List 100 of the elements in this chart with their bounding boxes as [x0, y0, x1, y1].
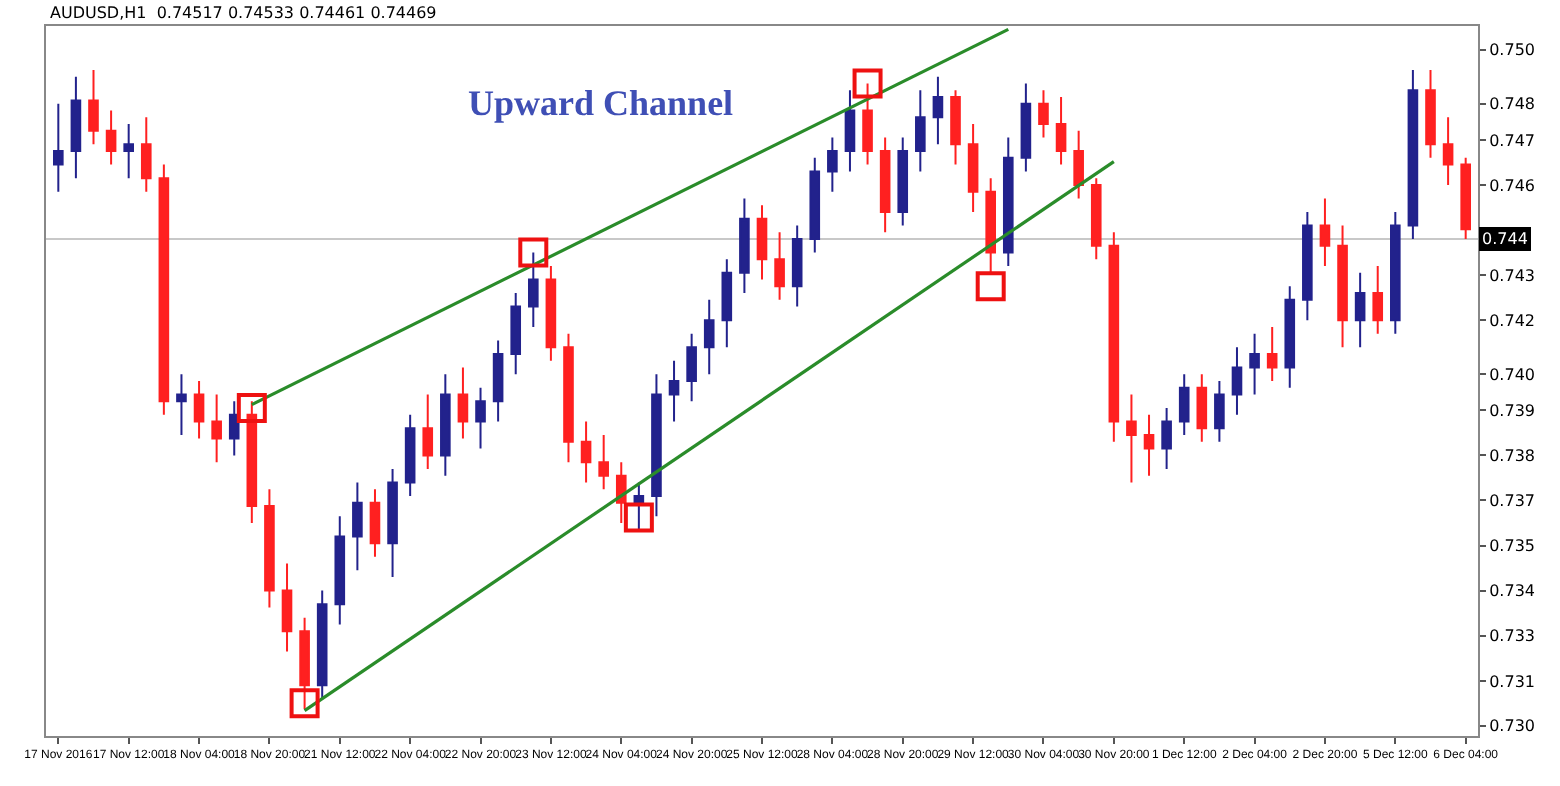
candlestick	[1108, 231, 1120, 443]
candlestick	[70, 75, 82, 180]
candlestick	[1442, 116, 1454, 186]
y-tick-label: 0.743	[1489, 266, 1536, 285]
candlestick	[1354, 271, 1366, 349]
candlestick	[123, 123, 134, 180]
ref-line-label: 0.744	[1482, 230, 1528, 248]
chart-subtitle: AUDUSD,H1 0.74517 0.74533 0.74461 0.74469	[50, 4, 437, 22]
candlestick	[1143, 413, 1155, 477]
candlestick	[53, 102, 64, 193]
candlestick	[1460, 156, 1471, 240]
candlestick	[510, 292, 522, 376]
candlestick	[369, 488, 381, 558]
point	[289, 688, 320, 719]
candlestick	[457, 366, 469, 440]
candlestick	[422, 393, 434, 470]
candlestick	[563, 332, 574, 464]
candlestick	[879, 136, 891, 234]
candlestick	[1178, 373, 1190, 437]
candlestick	[492, 339, 504, 423]
candlestick	[264, 488, 275, 609]
point	[236, 393, 267, 424]
candlestick	[1038, 89, 1049, 139]
candlestick	[774, 231, 785, 301]
y-tick-label: 0.738	[1489, 446, 1536, 465]
point	[852, 68, 883, 99]
candlestick	[915, 89, 926, 173]
candlestick	[932, 75, 944, 146]
candlestick	[316, 589, 328, 700]
candlestick	[844, 89, 856, 173]
candlestick	[967, 123, 979, 213]
y-tick-label: 0.740	[1489, 365, 1536, 384]
candlestick	[299, 616, 310, 710]
candlestick	[158, 163, 170, 416]
candlestick	[88, 68, 99, 146]
candlestick	[1319, 197, 1331, 268]
candlestick	[475, 386, 486, 450]
candlestick	[756, 204, 768, 281]
candlestick	[1055, 96, 1067, 166]
candlestick	[1090, 177, 1102, 261]
candlestick	[1020, 82, 1032, 173]
candlestick	[228, 400, 240, 457]
candlestick	[721, 258, 733, 349]
candlestick	[1407, 68, 1419, 240]
candlestick	[1390, 210, 1401, 335]
candlestick	[1337, 224, 1348, 349]
candlestick	[1161, 407, 1172, 470]
candlestick	[440, 373, 451, 477]
candlestick	[950, 89, 961, 166]
candlestick	[1284, 285, 1296, 389]
y-tick-label: 0.750	[1489, 41, 1536, 60]
candlestick	[193, 380, 205, 440]
candlestick	[334, 515, 346, 626]
candlestick	[545, 265, 557, 362]
y-tick-label: 0.739	[1489, 402, 1536, 421]
candlestick	[668, 359, 680, 423]
candlestick	[176, 373, 187, 437]
candlestick	[703, 298, 715, 376]
candlestick	[1196, 373, 1208, 443]
candlestick	[1231, 346, 1243, 416]
y-tick-label: 0.734	[1489, 582, 1536, 601]
candlestick	[105, 109, 117, 166]
candlestick	[246, 400, 258, 524]
candlestick	[580, 420, 592, 484]
y-tick-label: 0.733	[1489, 627, 1536, 646]
y-tick-label: 0.742	[1489, 311, 1536, 330]
text: Upward Channel	[468, 82, 734, 123]
candlestick	[1266, 325, 1278, 382]
candlestick	[1126, 393, 1137, 484]
candlestick	[404, 413, 416, 497]
candlestick	[985, 177, 996, 274]
candlestick	[352, 481, 363, 572]
candlestick	[862, 82, 873, 166]
candlestick	[1214, 380, 1225, 443]
candlestick	[281, 562, 293, 653]
point	[623, 502, 654, 533]
point	[975, 271, 1006, 302]
candlestick	[1073, 129, 1084, 200]
candlestick	[1425, 68, 1436, 159]
y-tick-label: 0.748	[1489, 95, 1536, 114]
candlestick	[598, 434, 609, 491]
candlestick	[1372, 265, 1384, 335]
candlestick	[387, 467, 398, 579]
candlestick	[1302, 210, 1313, 322]
y-tick-label: 0.735	[1489, 537, 1536, 556]
candlestick	[897, 136, 909, 227]
y-tick-label: 0.737	[1489, 491, 1536, 510]
candlestick	[528, 251, 539, 328]
y-tick-label: 0.731	[1489, 672, 1536, 691]
candlestick	[1002, 136, 1014, 268]
y-tick-label: 0.746	[1489, 176, 1536, 195]
candlestick	[140, 116, 152, 193]
point	[518, 237, 549, 268]
candlestick	[633, 481, 645, 531]
candlestick	[211, 393, 222, 464]
y-tick-label: 0.747	[1489, 131, 1536, 150]
candlestick	[827, 136, 838, 193]
candlestick	[1249, 332, 1260, 396]
candlestick	[791, 224, 803, 308]
y-tick-label: 0.730	[1489, 717, 1536, 736]
